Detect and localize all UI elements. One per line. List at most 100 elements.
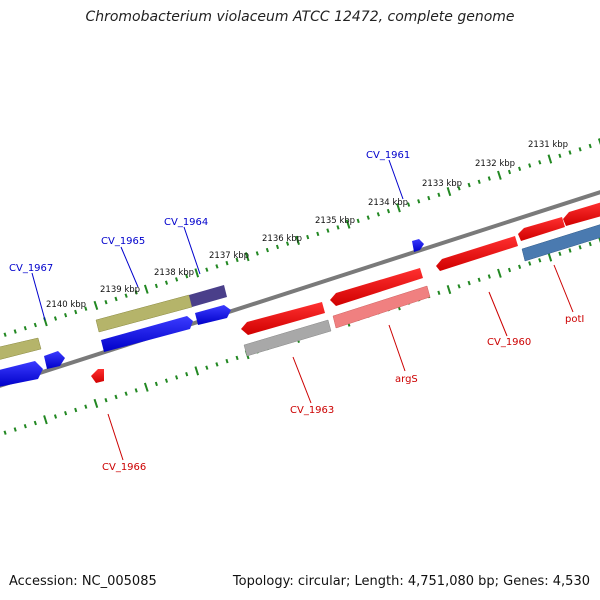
position-tick xyxy=(225,358,229,364)
position-tick xyxy=(446,284,452,295)
position-tick xyxy=(205,267,209,272)
gene-label-cv1967: CV_1967 xyxy=(9,263,53,274)
position-tick xyxy=(547,154,553,164)
position-tick xyxy=(225,260,229,266)
position-tick xyxy=(134,388,138,393)
position-tick xyxy=(326,228,330,233)
position-tick xyxy=(518,264,522,270)
position-tick xyxy=(507,169,512,175)
gene-label-cv1966: CV_1966 xyxy=(102,462,146,473)
kbp-label: 2133 kbp xyxy=(422,179,462,189)
reverse-strand-features xyxy=(91,202,600,383)
position-tick xyxy=(164,280,169,285)
position-tick xyxy=(134,290,138,295)
position-tick xyxy=(538,160,542,165)
accession-text: Accession: NC_005085 xyxy=(9,574,157,589)
position-tick xyxy=(104,299,108,305)
position-tick xyxy=(3,332,7,337)
position-tick xyxy=(53,316,58,321)
kbp-label: 2138 kbp xyxy=(154,268,194,278)
outer-position-ticks xyxy=(3,138,600,337)
feature-small-blue xyxy=(44,351,65,369)
position-tick xyxy=(104,397,108,403)
gene-label-cv1964: CV_1964 xyxy=(164,217,208,228)
gene-label-cv1961: CV_1961 xyxy=(366,150,410,161)
position-tick xyxy=(175,277,179,282)
feature-cv1963 xyxy=(241,302,325,335)
position-tick xyxy=(124,293,128,298)
forward-strand-features xyxy=(0,239,424,387)
position-tick xyxy=(74,407,78,413)
position-tick xyxy=(316,231,320,237)
position-tick xyxy=(23,325,27,331)
feature-cv1964-blue xyxy=(195,305,231,325)
position-tick xyxy=(185,273,189,279)
kbp-label: 2139 kbp xyxy=(100,285,140,295)
position-tick xyxy=(93,398,99,409)
feature-cv1966 xyxy=(91,369,104,383)
position-tick xyxy=(43,415,48,425)
position-tick xyxy=(407,202,411,207)
genome-summary-text: Topology: circular; Length: 4,751,080 bp… xyxy=(232,574,590,589)
position-tick xyxy=(446,186,452,197)
gene-label-cv1960: CV_1960 xyxy=(487,337,531,348)
position-tick xyxy=(235,355,239,361)
position-tick xyxy=(114,296,118,302)
position-tick xyxy=(427,195,431,201)
position-tick xyxy=(154,381,158,387)
position-tick xyxy=(235,257,239,263)
position-tick xyxy=(487,176,491,181)
position-tick xyxy=(255,251,259,256)
gene-label-argS: argS xyxy=(395,374,418,385)
position-tick xyxy=(53,414,58,419)
kbp-label: 2134 kbp xyxy=(368,198,408,208)
position-tick xyxy=(578,245,582,250)
position-tick xyxy=(376,212,380,217)
feature-potI-steel xyxy=(521,224,600,262)
position-tick xyxy=(366,215,370,220)
kbp-label: 2132 kbp xyxy=(475,159,515,169)
position-tick xyxy=(194,366,200,376)
position-tick xyxy=(143,382,149,392)
position-tick xyxy=(467,280,471,286)
position-tick xyxy=(64,410,68,416)
position-tick xyxy=(467,182,471,188)
position-tick xyxy=(285,241,290,246)
position-tick xyxy=(3,430,7,435)
position-tick xyxy=(518,166,522,172)
position-tick xyxy=(295,235,300,245)
position-tick xyxy=(578,147,582,152)
feature-cv1960 xyxy=(436,236,518,271)
position-tick xyxy=(597,138,600,146)
feature-cv1960b xyxy=(518,217,565,241)
position-tick xyxy=(23,423,27,429)
genome-title: Chromobacterium violaceum ATCC 12472, co… xyxy=(85,9,515,25)
gene-label-cv1963: CV_1963 xyxy=(290,405,334,416)
position-tick xyxy=(507,267,512,273)
position-tick xyxy=(477,179,481,185)
position-tick xyxy=(215,362,219,367)
position-tick xyxy=(93,300,99,311)
kbp-label: 2131 kbp xyxy=(528,140,568,150)
position-tick xyxy=(175,375,179,380)
position-tick xyxy=(265,247,269,253)
position-tick xyxy=(13,329,17,334)
feature-potI xyxy=(563,202,600,226)
gene-label-cv1965: CV_1965 xyxy=(101,236,145,247)
feature-argS xyxy=(330,268,423,306)
position-tick xyxy=(84,306,88,311)
kbp-label: 2140 kbp xyxy=(46,300,86,310)
position-tick xyxy=(457,284,461,289)
position-tick xyxy=(185,371,189,377)
position-tick xyxy=(306,234,310,240)
feature-argS-light xyxy=(332,285,431,329)
position-tick xyxy=(275,244,280,250)
feature-cv1967 xyxy=(0,337,42,360)
position-tick xyxy=(568,248,572,253)
position-tick xyxy=(547,252,553,262)
position-tick xyxy=(164,378,169,383)
position-tick xyxy=(194,268,200,278)
position-tick xyxy=(457,186,461,191)
feature-cv1967-blue xyxy=(0,361,43,387)
